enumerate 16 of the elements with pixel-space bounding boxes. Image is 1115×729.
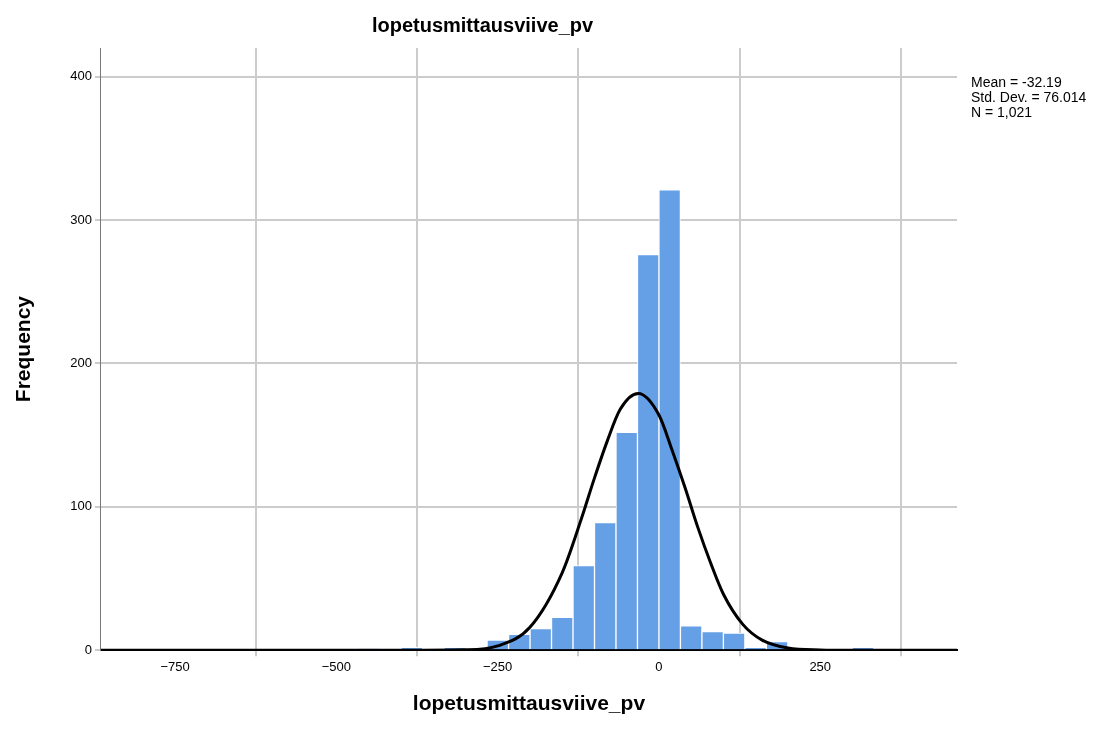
y-tick-label: 400 [70, 68, 92, 84]
x-tick-label: 250 [809, 658, 832, 674]
y-tick-label: 100 [70, 498, 92, 514]
y-tick-label: 0 [84, 641, 92, 657]
y-axis-title: Frequency [11, 295, 35, 403]
y-tick-label: 200 [70, 355, 92, 371]
text: Std. Dev. = 76.014 [971, 88, 1087, 105]
x-tick-label: −500 [321, 658, 352, 674]
y-tick-label: 300 [70, 211, 92, 227]
x-tick-label: 0 [655, 658, 663, 674]
x-tick-label: −750 [160, 658, 190, 674]
x-axis-title: lopetusmittausviive_pv [412, 691, 646, 715]
text: Mean = -32.19 [971, 73, 1062, 90]
text: N = 1,021 [971, 103, 1033, 120]
chart-title: lopetusmittausviive_pv [371, 13, 594, 36]
x-tick-label: −250 [483, 658, 513, 674]
